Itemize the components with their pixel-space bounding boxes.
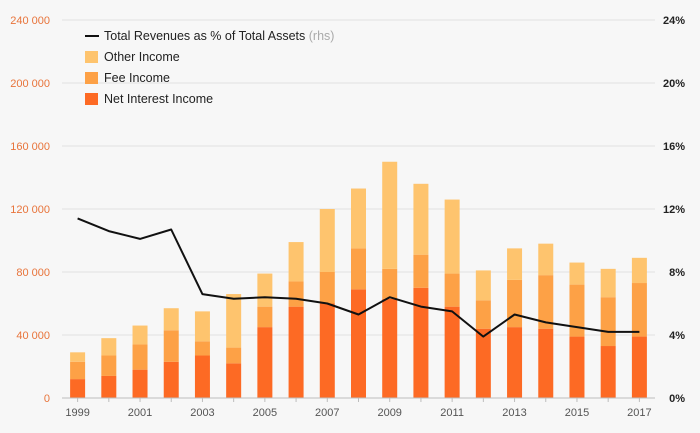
- bar-net-interest-income: [226, 363, 242, 398]
- bar-net-interest-income: [101, 375, 117, 398]
- bar-fee-income: [538, 275, 554, 329]
- bar-net-interest-income: [444, 306, 460, 398]
- x-tick-label: 2011: [440, 407, 464, 419]
- bar-other-income: [507, 248, 523, 280]
- bar-other-income: [163, 308, 179, 331]
- bar-net-interest-income: [163, 361, 179, 398]
- bar-fee-income: [194, 341, 210, 356]
- legend-swatch: [85, 51, 98, 63]
- bar-fee-income: [257, 306, 273, 328]
- bar-other-income: [132, 325, 148, 345]
- y-left-tick-label: 200 000: [10, 78, 50, 90]
- bar-other-income: [631, 257, 647, 284]
- bar-net-interest-income: [507, 327, 523, 398]
- bar-fee-income: [101, 355, 117, 376]
- legend-suffix: (rhs): [305, 29, 334, 43]
- legend-label: Total Revenues as % of Total Assets (rhs…: [104, 29, 334, 43]
- legend-swatch: [85, 72, 98, 84]
- bar-other-income: [319, 209, 335, 272]
- bar-other-income: [351, 188, 366, 249]
- bar-net-interest-income: [132, 369, 148, 398]
- bar-net-interest-income: [351, 289, 366, 398]
- bar-fee-income: [351, 248, 366, 290]
- bar-other-income: [475, 270, 491, 301]
- bar-net-interest-income: [569, 336, 585, 398]
- x-tick-label: 1999: [65, 407, 89, 419]
- bar-fee-income: [600, 297, 616, 347]
- bar-fee-income: [226, 347, 242, 364]
- legend-label: Other Income: [104, 50, 180, 64]
- bar-net-interest-income: [600, 346, 616, 398]
- bar-other-income: [569, 262, 585, 285]
- legend-label: Fee Income: [104, 71, 170, 85]
- bar-net-interest-income: [288, 306, 304, 398]
- y-left-tick-label: 160 000: [10, 141, 50, 153]
- bar-fee-income: [475, 300, 491, 329]
- axes: 0 0% 40 000 4% 80 000 8% 120 000 12% 160 000 16% 2…: [10, 15, 685, 419]
- x-tick-label: 2003: [190, 407, 214, 419]
- bar-fee-income: [631, 283, 647, 337]
- revenue-ratio-line-layer: [77, 217, 640, 338]
- x-tick-label: 2007: [315, 407, 339, 419]
- revenue-ratio-line: [77, 217, 640, 338]
- stacked-bars: [70, 161, 647, 398]
- bar-other-income: [444, 199, 460, 274]
- y-right-tick-label: 12%: [663, 204, 685, 216]
- bar-net-interest-income: [257, 327, 273, 398]
- bar-net-interest-income: [538, 328, 554, 398]
- y-left-tick-label: 80 000: [16, 267, 50, 279]
- y-right-tick-label: 4%: [669, 330, 685, 342]
- bar-other-income: [600, 268, 616, 298]
- y-left-tick-label: 240 000: [10, 15, 50, 27]
- x-tick-label: 2017: [627, 407, 651, 419]
- bar-fee-income: [382, 268, 398, 299]
- bar-net-interest-income: [382, 298, 398, 398]
- y-right-tick-label: 20%: [663, 78, 685, 90]
- x-tick-label: 2001: [128, 407, 152, 419]
- y-left-tick-label: 40 000: [16, 330, 50, 342]
- y-right-tick-label: 0%: [669, 393, 685, 405]
- y-right-tick-label: 8%: [669, 267, 685, 279]
- bar-other-income: [70, 352, 86, 362]
- bar-net-interest-income: [475, 328, 491, 398]
- bar-net-interest-income: [70, 379, 86, 398]
- bar-other-income: [413, 183, 429, 255]
- bar-other-income: [194, 311, 210, 342]
- x-tick-label: 2009: [377, 407, 401, 419]
- bar-other-income: [257, 273, 273, 307]
- bar-other-income: [288, 242, 304, 282]
- bar-fee-income: [444, 273, 460, 307]
- bar-other-income: [101, 338, 117, 356]
- bar-net-interest-income: [413, 287, 429, 398]
- x-tick-label: 2013: [502, 407, 526, 419]
- bar-fee-income: [70, 361, 86, 380]
- bar-fee-income: [132, 344, 148, 370]
- bar-fee-income: [507, 279, 523, 328]
- bar-fee-income: [288, 281, 304, 307]
- bar-net-interest-income: [194, 355, 210, 398]
- bar-other-income: [382, 161, 398, 269]
- y-left-tick-label: 0: [44, 393, 50, 405]
- bar-other-income: [538, 243, 554, 276]
- x-tick-label: 2015: [565, 407, 589, 419]
- bar-fee-income: [163, 330, 179, 362]
- bar-net-interest-income: [631, 336, 647, 398]
- legend-swatch: [85, 93, 98, 105]
- bar-net-interest-income: [319, 303, 335, 398]
- bar-fee-income: [413, 254, 429, 288]
- bar-fee-income: [569, 284, 585, 337]
- x-tick-label: 2005: [253, 407, 277, 419]
- bar-fee-income: [319, 272, 335, 304]
- legend: Total Revenues as % of Total Assets (rhs…: [85, 29, 334, 106]
- y-right-tick-label: 24%: [663, 15, 685, 27]
- bar-other-income: [226, 294, 242, 348]
- y-left-tick-label: 120 000: [10, 204, 50, 216]
- y-right-tick-label: 16%: [663, 141, 685, 153]
- legend-label: Net Interest Income: [104, 92, 213, 106]
